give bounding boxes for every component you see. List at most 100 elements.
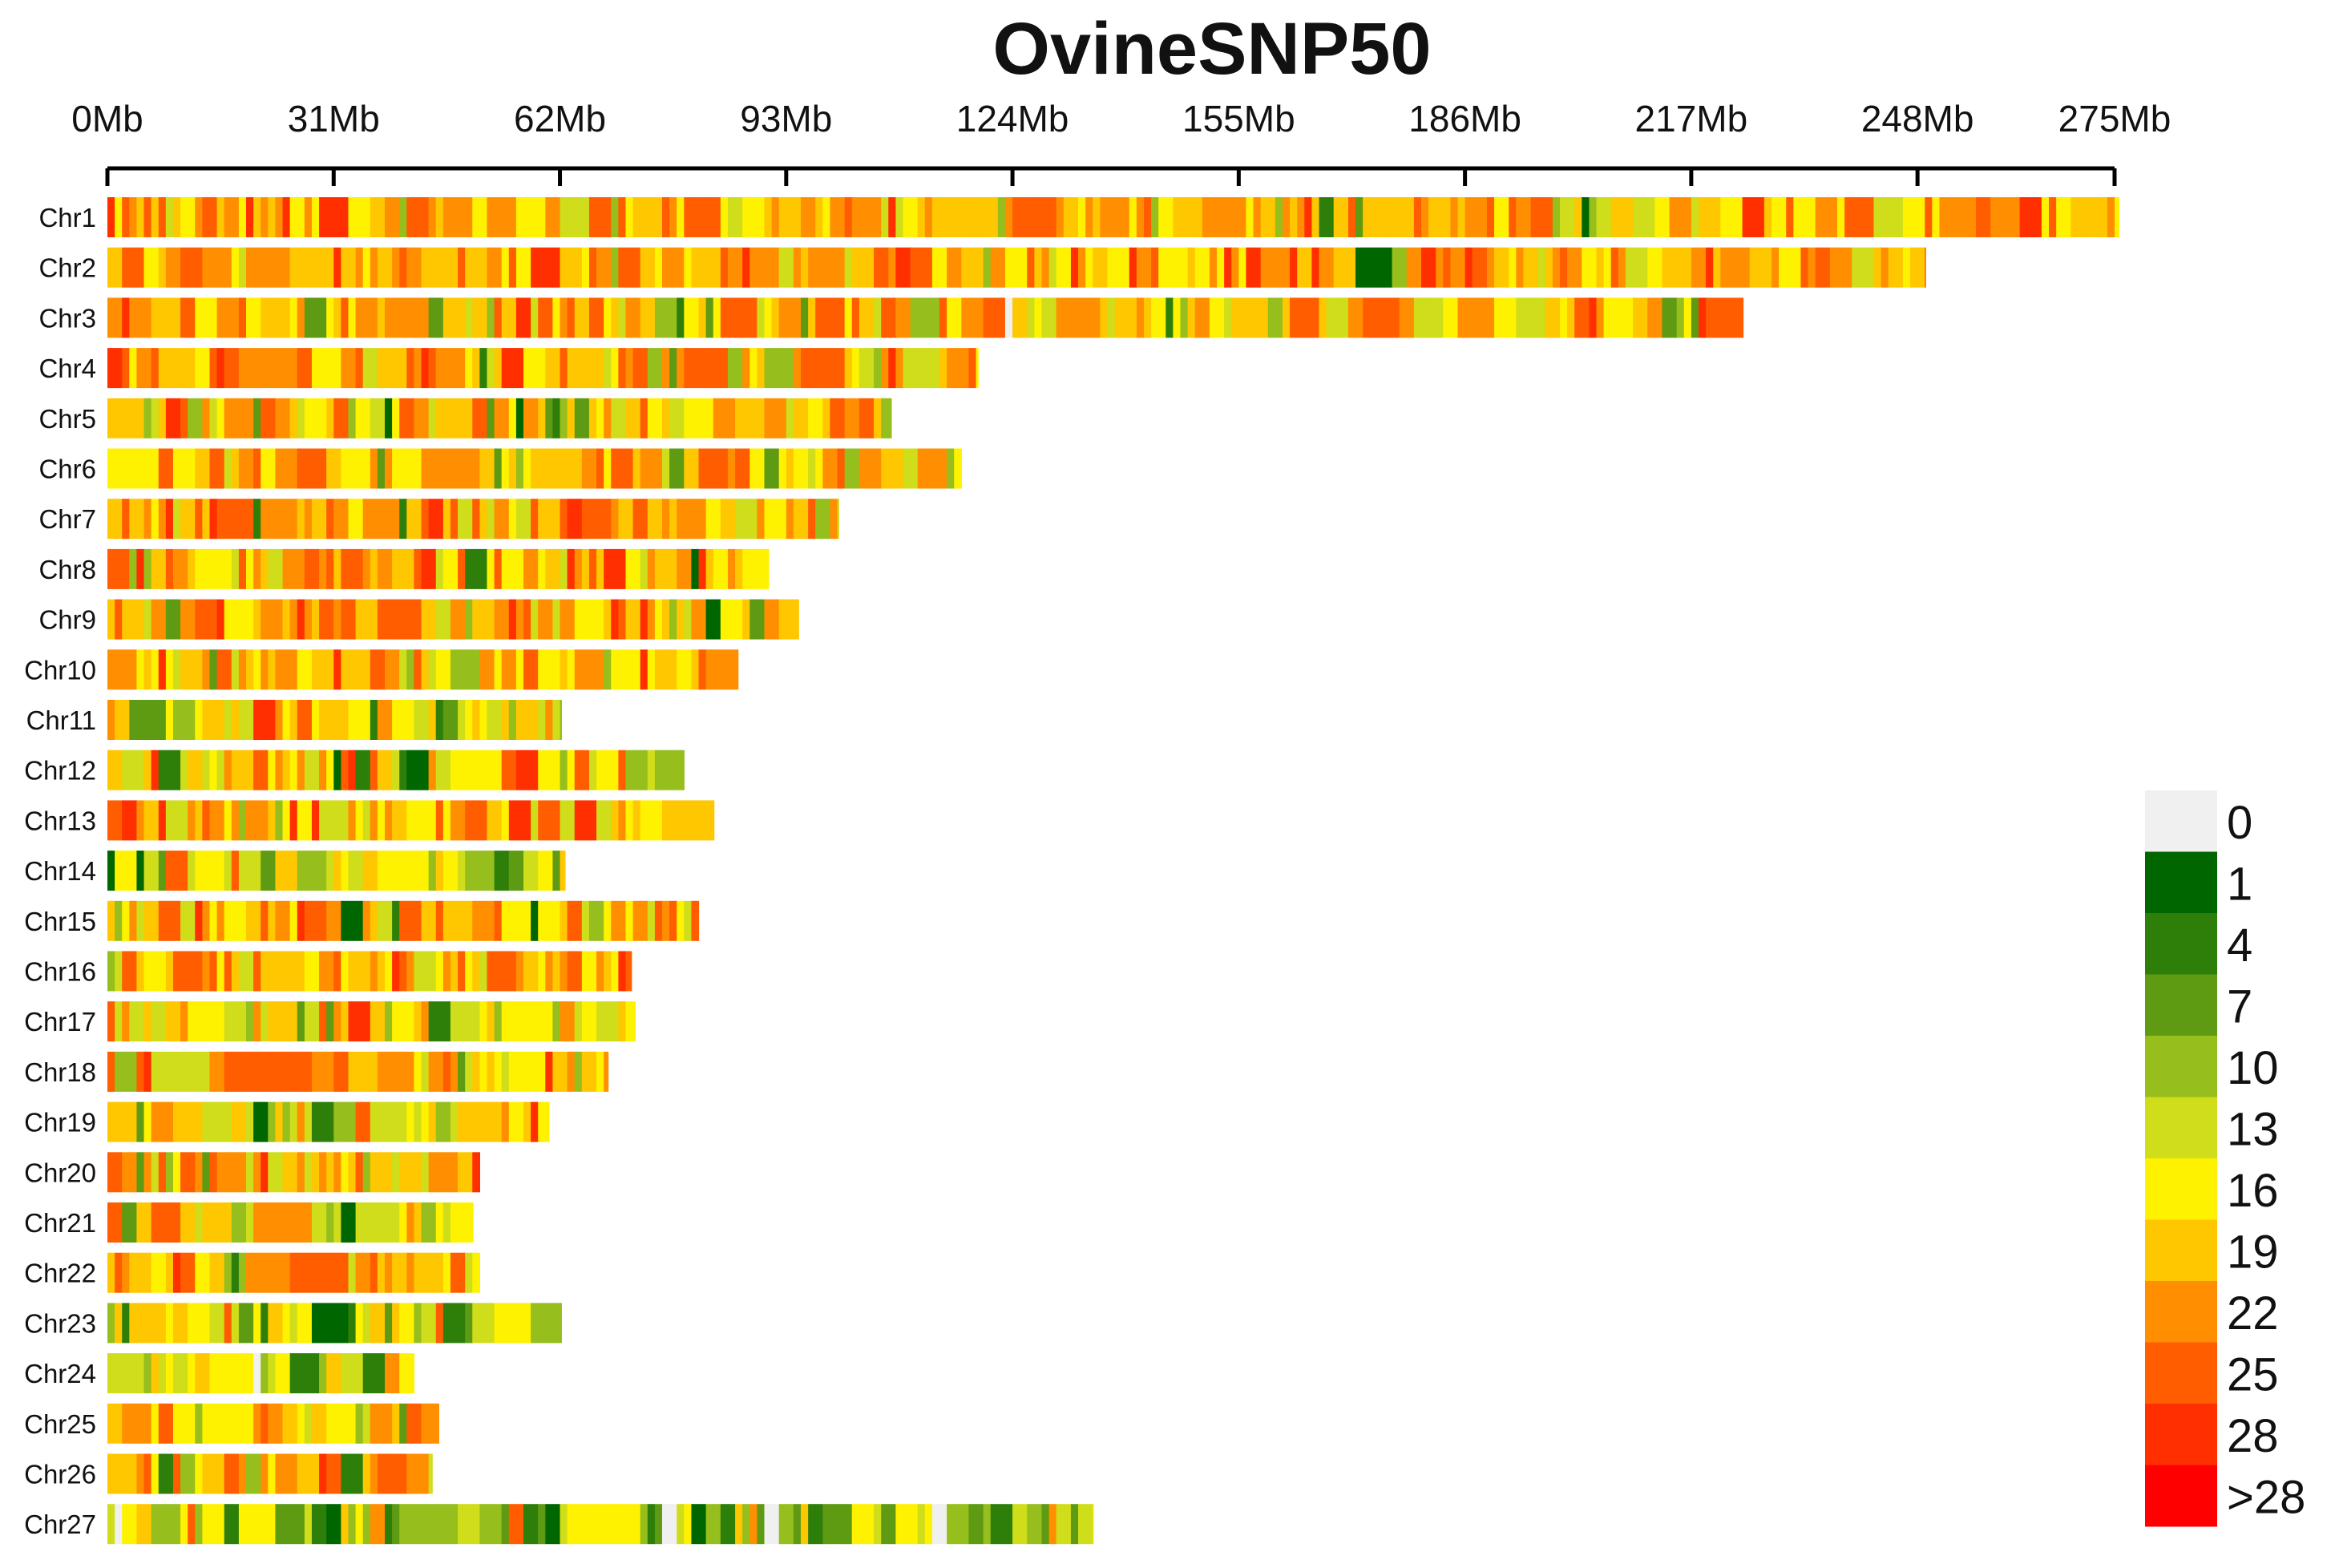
density-cell bbox=[143, 1152, 152, 1193]
density-cell bbox=[180, 599, 188, 640]
density-cell bbox=[508, 1504, 517, 1545]
legend-label: 7 bbox=[2227, 981, 2252, 1033]
density-cell bbox=[1961, 197, 1969, 237]
density-cell bbox=[172, 398, 181, 438]
density-cell bbox=[238, 1252, 247, 1293]
density-cell bbox=[538, 700, 546, 740]
density-cell bbox=[158, 548, 167, 589]
density-cell bbox=[2070, 197, 2079, 237]
density-cell bbox=[143, 1051, 152, 1092]
density-cell bbox=[1559, 197, 1568, 237]
density-cell bbox=[172, 297, 181, 338]
density-cell bbox=[224, 1001, 232, 1042]
density-cell bbox=[180, 851, 188, 891]
density-cell bbox=[604, 548, 612, 589]
density-cell bbox=[1275, 297, 1283, 338]
density-cell bbox=[115, 348, 123, 389]
density-cell bbox=[625, 348, 634, 389]
density-cell bbox=[253, 1453, 261, 1494]
density-cell bbox=[385, 1202, 393, 1243]
density-cell bbox=[442, 1504, 451, 1545]
density-cell bbox=[742, 197, 750, 237]
density-cell bbox=[158, 1202, 167, 1243]
density-cell bbox=[910, 1504, 919, 1545]
density-cell bbox=[188, 851, 196, 891]
density-cell bbox=[282, 951, 291, 992]
density-cell bbox=[129, 951, 138, 992]
density-cell bbox=[289, 499, 298, 540]
density-cell bbox=[188, 548, 196, 589]
density-cell bbox=[487, 1303, 495, 1344]
density-cell bbox=[574, 599, 583, 640]
density-cell bbox=[895, 247, 904, 288]
density-cell bbox=[172, 1202, 181, 1243]
density-cell bbox=[311, 448, 320, 489]
density-cell bbox=[216, 197, 225, 237]
density-cell bbox=[1129, 247, 1137, 288]
density-cell bbox=[508, 297, 517, 338]
density-cell bbox=[581, 499, 590, 540]
density-cell bbox=[311, 800, 320, 841]
density-cell bbox=[1048, 247, 1057, 288]
density-cell bbox=[311, 1101, 320, 1142]
density-cell bbox=[1509, 197, 1517, 237]
density-cell bbox=[180, 1303, 188, 1344]
density-cell bbox=[289, 1504, 298, 1545]
density-cell bbox=[348, 499, 357, 540]
density-cell bbox=[165, 1202, 174, 1243]
density-cell bbox=[209, 499, 218, 540]
density-cell bbox=[858, 297, 867, 338]
density-cell bbox=[458, 448, 466, 489]
density-cell bbox=[253, 1504, 261, 1545]
density-cell bbox=[844, 398, 853, 438]
density-cell bbox=[151, 1252, 160, 1293]
chromosome-row-chr23: Chr23 bbox=[24, 1303, 562, 1344]
density-cell bbox=[377, 649, 386, 690]
density-cell bbox=[268, 1504, 277, 1545]
density-cell bbox=[268, 951, 277, 992]
density-cell bbox=[326, 297, 334, 338]
density-cell bbox=[1633, 247, 1641, 288]
density-cell bbox=[297, 548, 305, 589]
density-cell bbox=[385, 548, 393, 589]
density-cell bbox=[1041, 247, 1050, 288]
density-cell bbox=[487, 1051, 495, 1092]
density-cell bbox=[1004, 197, 1013, 237]
density-cell bbox=[531, 348, 539, 389]
density-cell bbox=[392, 1152, 400, 1193]
density-cell bbox=[515, 1101, 524, 1142]
density-cell bbox=[355, 247, 364, 288]
density-cell bbox=[319, 1202, 327, 1243]
chromosome-label: Chr1 bbox=[38, 203, 96, 232]
density-cell bbox=[523, 348, 531, 389]
chromosome-row-chr20: Chr20 bbox=[24, 1152, 480, 1193]
density-cell bbox=[304, 297, 313, 338]
density-cell bbox=[268, 348, 277, 389]
density-cell bbox=[289, 448, 298, 489]
density-cell bbox=[560, 297, 568, 338]
density-cell bbox=[458, 548, 466, 589]
density-cell bbox=[771, 599, 780, 640]
density-cell bbox=[442, 1252, 451, 1293]
density-cell bbox=[1559, 297, 1568, 338]
density-cell bbox=[341, 1152, 349, 1193]
density-cell bbox=[735, 197, 743, 237]
density-cell bbox=[647, 548, 656, 589]
chromosome-label: Chr6 bbox=[38, 455, 96, 484]
density-cell bbox=[238, 1453, 247, 1494]
density-cell bbox=[545, 548, 554, 589]
density-cell bbox=[1866, 197, 1875, 237]
density-cell bbox=[165, 1051, 174, 1092]
density-cell bbox=[531, 750, 539, 790]
density-cell bbox=[231, 1152, 240, 1193]
density-cell bbox=[399, 348, 407, 389]
density-cell bbox=[764, 197, 773, 237]
density-cell bbox=[224, 499, 232, 540]
density-cell bbox=[188, 700, 196, 740]
density-cell bbox=[647, 750, 656, 790]
density-cell bbox=[713, 599, 721, 640]
density-cell bbox=[209, 1252, 218, 1293]
density-cell bbox=[442, 398, 451, 438]
density-cell bbox=[727, 448, 736, 489]
density-cell bbox=[465, 900, 473, 941]
